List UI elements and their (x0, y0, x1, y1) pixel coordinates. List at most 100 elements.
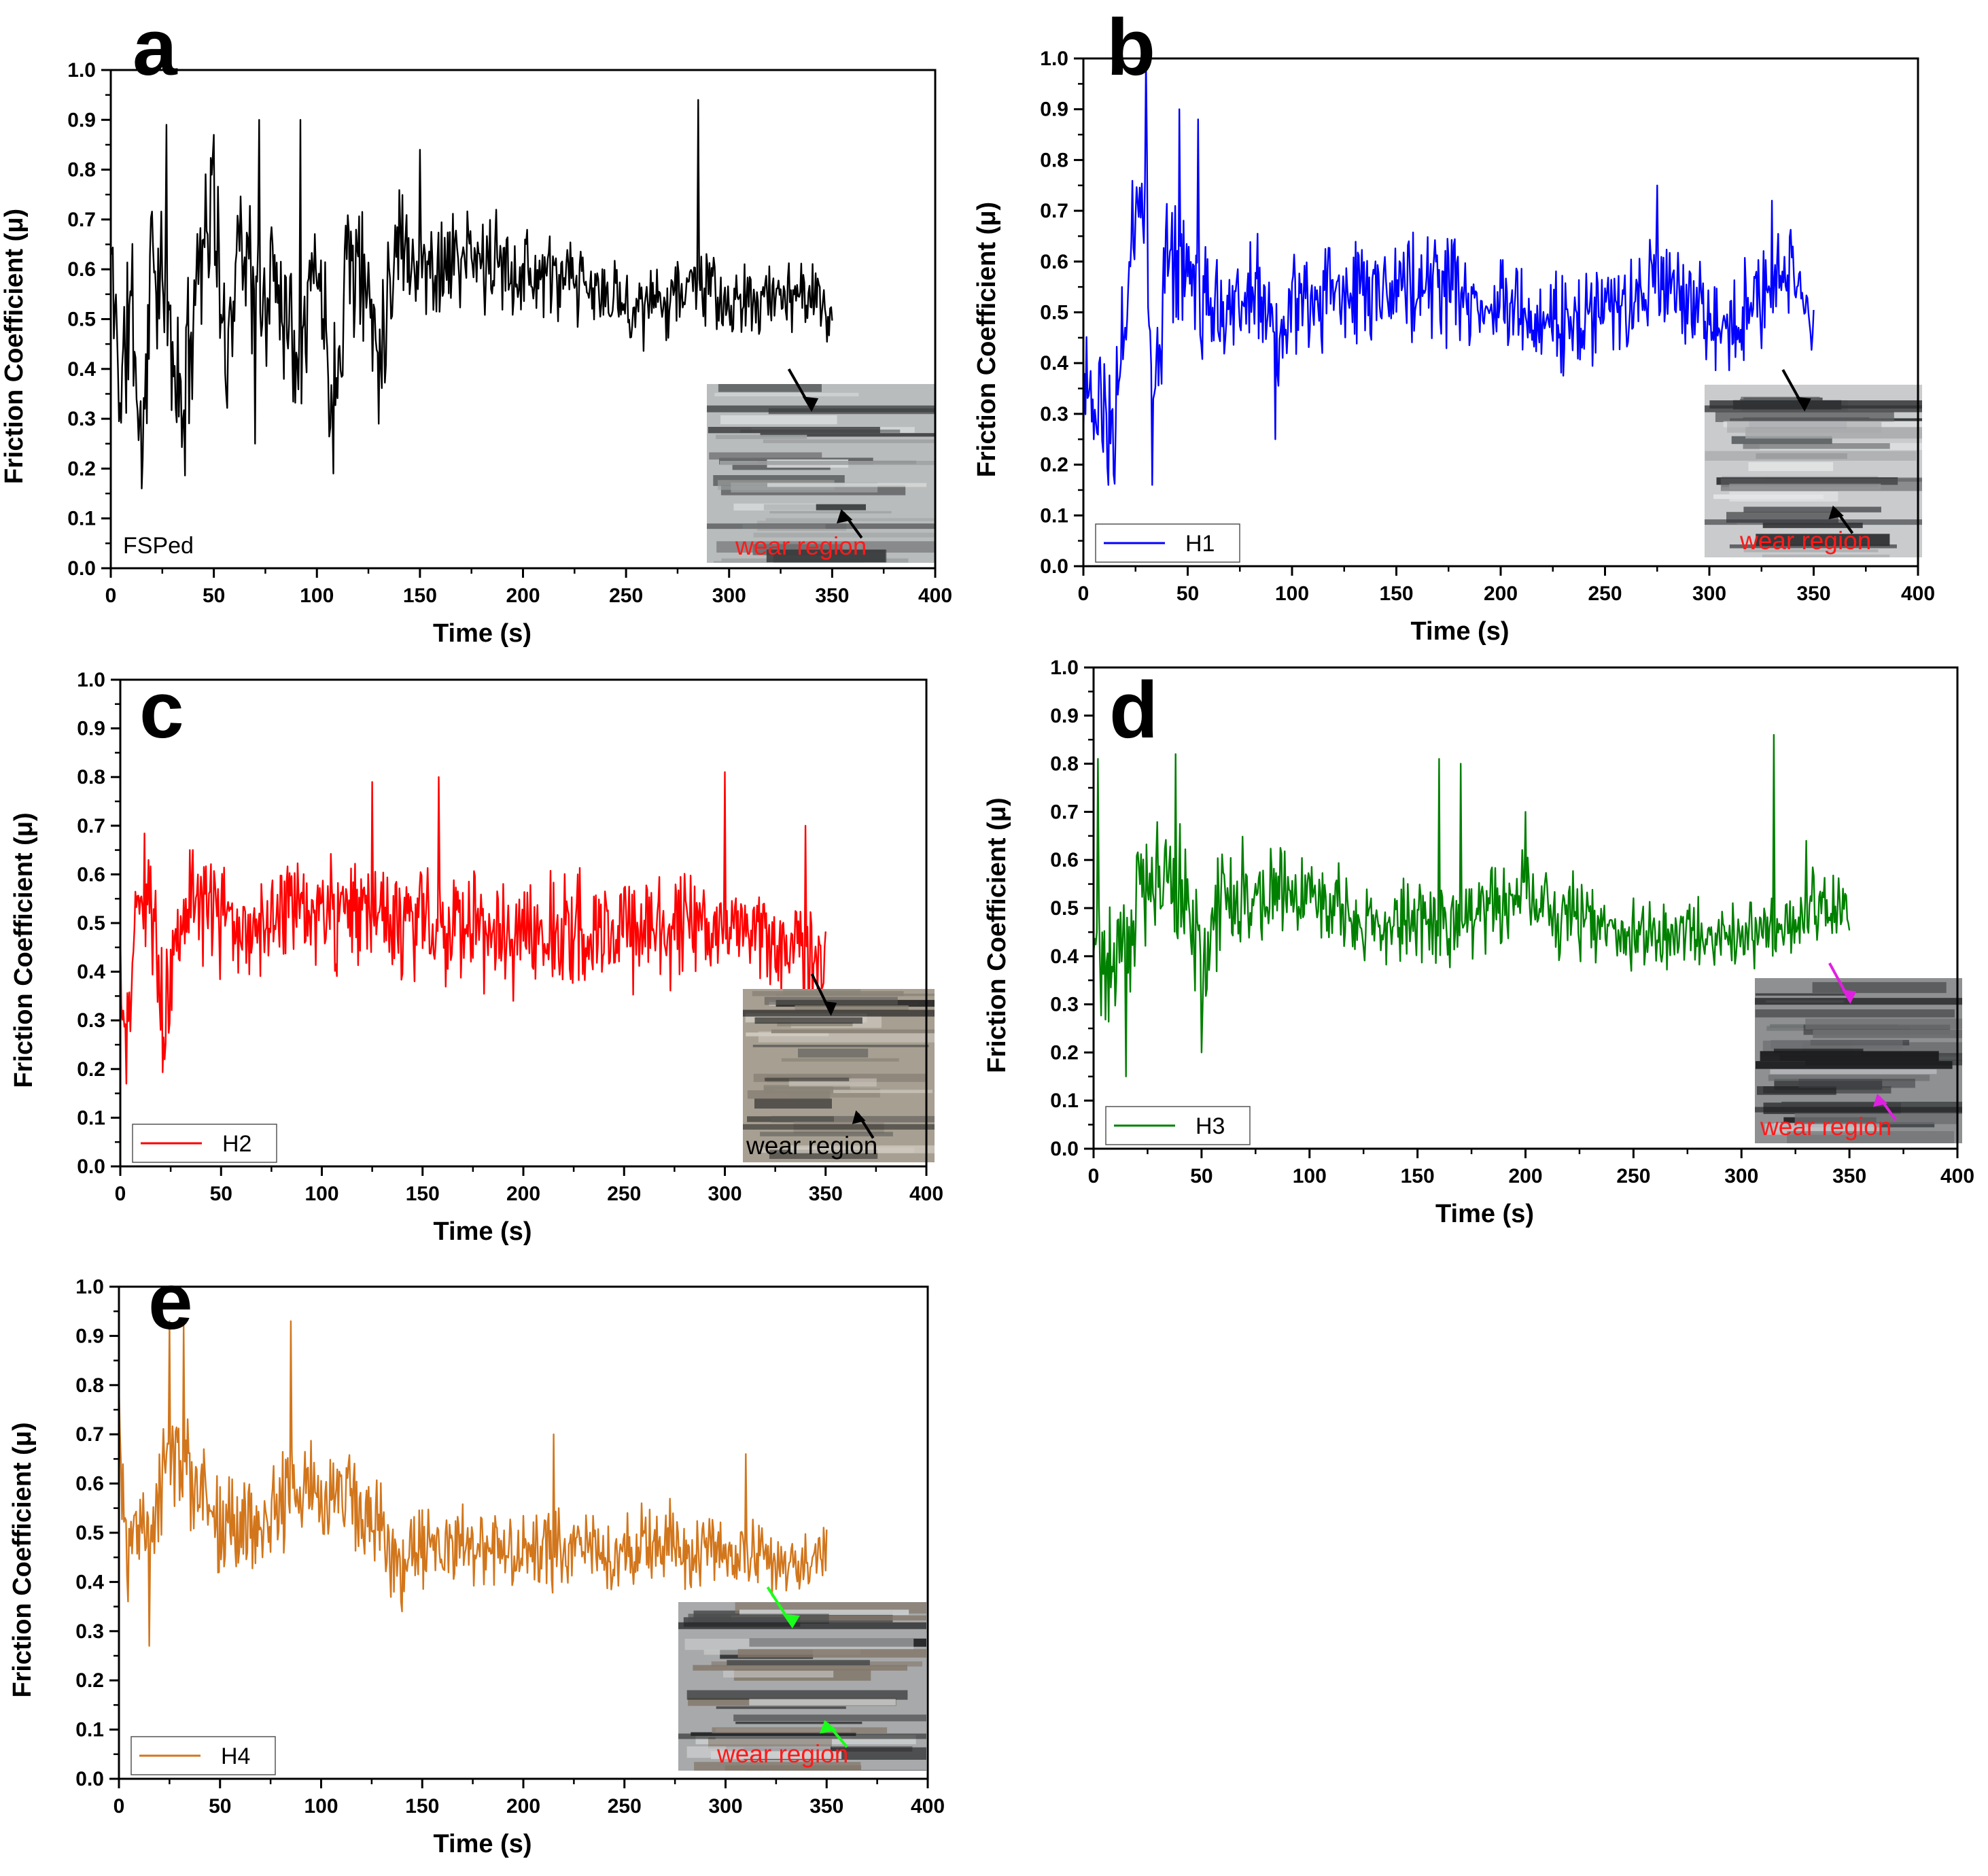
y-tick-label: 0.6 (75, 1473, 104, 1495)
legend-label: H1 (1185, 531, 1215, 557)
x-tick-label: 350 (809, 1795, 843, 1818)
wear-track-streak (1798, 1079, 1915, 1088)
panel-letter: a (133, 3, 178, 92)
x-tick-label: 250 (607, 1183, 641, 1205)
wear-micrograph-c: wear region (743, 973, 935, 1162)
x-tick-label: 0 (115, 1183, 126, 1205)
wear-edge (678, 1733, 926, 1739)
y-tick-label: 0.3 (75, 1620, 104, 1643)
x-tick-label: 150 (1401, 1165, 1435, 1187)
y-tick-label: 0.4 (77, 961, 105, 984)
x-tick-label: 250 (609, 585, 643, 607)
y-tick-label: 0.1 (77, 1107, 105, 1129)
wear-track-streak (723, 1670, 834, 1678)
wear-track-streak (720, 415, 837, 425)
arrow-icon (1872, 1094, 1888, 1107)
x-tick-label: 200 (1508, 1165, 1542, 1187)
y-axis-title: Friction Coefficient (μ) (10, 812, 38, 1088)
x-tick-label: 350 (815, 585, 849, 607)
y-tick-label: 0.6 (1040, 251, 1068, 273)
chart-panel-c: H2 wear region 0 50 100 150 200 250 300 350 400 0.0… (10, 665, 943, 1246)
y-tick-label: 0.2 (77, 1058, 105, 1081)
wear-track-streak (763, 439, 935, 443)
wear-track-streak (788, 1145, 935, 1153)
wear-track-streak (767, 483, 927, 487)
x-tick-label: 100 (300, 585, 334, 607)
x-axis-title: Time (s) (1435, 1200, 1534, 1228)
wear-track-streak (1720, 478, 1922, 491)
wear-track-streak (1773, 1048, 1864, 1053)
x-axis-title: Time (s) (433, 1830, 531, 1858)
wear-track-streak (764, 996, 898, 1005)
wear-track-streak (749, 1699, 896, 1705)
wear-track-streak (716, 434, 807, 439)
x-tick-label: 350 (1796, 583, 1830, 605)
arrow-icon (1796, 396, 1811, 412)
y-axis-title: Friction Coefficient (μ) (8, 1422, 37, 1697)
y-tick-label: 0.4 (67, 358, 96, 381)
y-tick-label: 0.8 (1050, 753, 1079, 776)
y-tick-label: 0.0 (1040, 555, 1068, 578)
x-axis-title: Time (s) (1410, 617, 1509, 646)
y-tick-label: 0.8 (75, 1374, 104, 1397)
wear-edge (1755, 998, 1962, 1005)
y-tick-label: 0.7 (75, 1423, 104, 1446)
series-line-a-fsped (109, 99, 833, 489)
y-axis-title: Friction Coefficient (μ) (983, 797, 1011, 1073)
x-tick-label: 200 (506, 585, 540, 607)
wear-edge (678, 1622, 926, 1629)
wear-track-streak (727, 1660, 870, 1665)
wear-track-streak (1713, 494, 1824, 500)
x-tick-label: 400 (918, 585, 952, 607)
wear-track-streak (1794, 1113, 1958, 1124)
wear-track-streak (1762, 554, 1890, 557)
y-tick-label: 0.0 (75, 1768, 104, 1790)
legend-e: H4 (130, 1736, 276, 1775)
x-tick-label: 0 (114, 1795, 125, 1818)
y-tick-label: 0.4 (75, 1571, 104, 1593)
y-tick-label: 0.0 (77, 1156, 105, 1178)
wear-track-streak (716, 1706, 846, 1709)
arrow-icon (1828, 505, 1844, 520)
legend-label: H4 (221, 1743, 250, 1769)
y-tick-label: 0.3 (77, 1009, 105, 1032)
x-tick-label: 300 (1692, 583, 1726, 605)
wear-track-streak (714, 392, 859, 397)
x-tick-label: 300 (708, 1795, 742, 1818)
y-tick-label: 0.2 (1040, 454, 1068, 476)
x-axis-title: Time (s) (433, 619, 531, 648)
y-tick-label: 0.8 (67, 159, 96, 181)
wear-track-streak (774, 1090, 933, 1094)
wear-track-streak (1745, 427, 1922, 439)
x-tick-label: 250 (1616, 1165, 1650, 1187)
wear-track-streak (712, 1727, 888, 1733)
wear-track-streak (765, 1077, 850, 1081)
wear-track-streak (1770, 1069, 1937, 1075)
x-tick-label: 200 (506, 1183, 540, 1205)
wear-track-streak (771, 1115, 935, 1123)
series-line-c-h2 (119, 771, 826, 1085)
wear-track-streak (1743, 549, 1879, 553)
wear-track-streak (1755, 993, 1847, 996)
wear-track-streak (708, 427, 880, 434)
wear-track-streak (781, 1058, 899, 1062)
wear-track-streak (708, 1737, 832, 1749)
wear-track-streak (753, 532, 935, 538)
y-axis-title: Friction Coefficient (μ) (973, 202, 1001, 477)
y-tick-label: 0.2 (1050, 1041, 1079, 1064)
wear-track-streak (1762, 523, 1863, 528)
series-line-d-h3 (1092, 733, 1851, 1077)
wear-region-label: wear region (746, 1132, 877, 1160)
arrow-icon (782, 1614, 800, 1629)
wear-track-streak (733, 1714, 926, 1722)
x-tick-label: 50 (203, 585, 225, 607)
y-tick-label: 0.4 (1050, 945, 1079, 968)
x-tick-label: 250 (608, 1795, 642, 1818)
y-tick-label: 0.3 (1050, 994, 1079, 1016)
wear-track-streak (1729, 544, 1897, 549)
x-tick-label: 400 (1901, 583, 1935, 605)
y-tick-label: 0.1 (1040, 504, 1068, 527)
y-tick-label: 1.0 (1040, 48, 1068, 70)
y-tick-label: 0.1 (75, 1719, 104, 1741)
